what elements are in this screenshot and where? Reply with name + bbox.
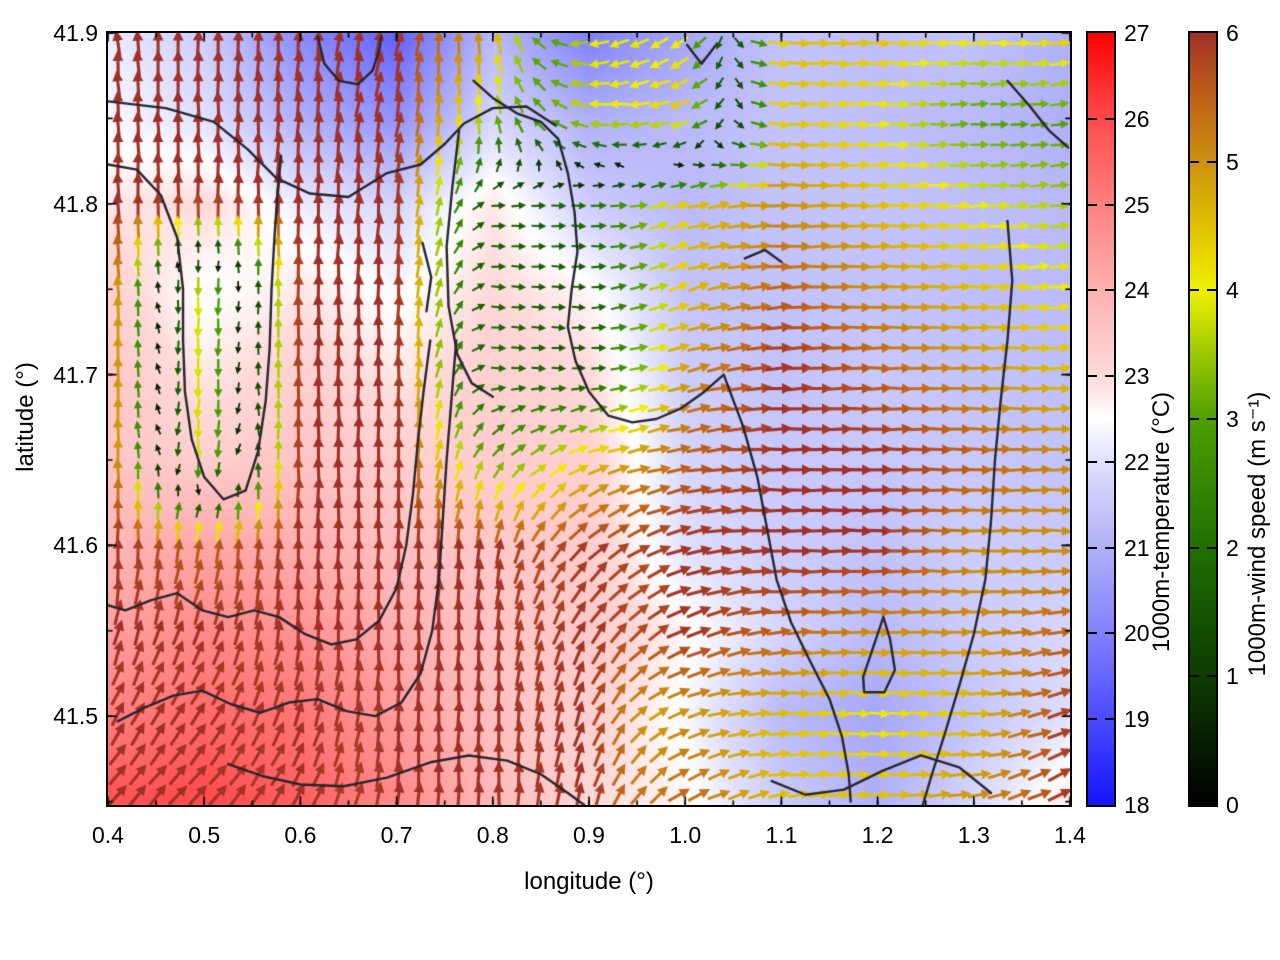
colorbar-tick-dash: [1207, 418, 1216, 420]
colorbar-tick-dash: [1105, 718, 1114, 721]
x-tick-label: 0.8: [476, 822, 509, 848]
colorbar-tick-label: 1: [1226, 663, 1239, 690]
wind-speed-colorbar: [1188, 31, 1218, 807]
colorbar-tick-label: 27: [1124, 20, 1150, 46]
colorbar-tick-dash: [1088, 718, 1097, 721]
colorbar-tick-label: 21: [1124, 534, 1150, 561]
x-tick-label: 1.0: [669, 822, 702, 848]
colorbar-tick-dash: [1105, 632, 1114, 635]
colorbar-tick-dash: [1088, 546, 1097, 549]
colorbar-tick-dash: [1088, 375, 1097, 378]
colorbar-tick-dash: [1088, 289, 1097, 292]
colorbar-tick-label: 26: [1124, 105, 1150, 132]
y-tick-label: 41.6: [53, 532, 98, 559]
x-tick-label: 0.4: [92, 822, 124, 848]
colorbar-tick-label: 20: [1124, 620, 1150, 647]
y-tick-label: 41.5: [53, 703, 98, 730]
x-tick-label: 1.2: [861, 822, 894, 848]
wind-temperature-field-canvas: [108, 33, 1070, 805]
colorbar-tick-dash: [1190, 289, 1199, 292]
colorbar-tick-label: 3: [1226, 406, 1239, 432]
colorbar-tick-label: 25: [1124, 191, 1150, 218]
wind-speed-colorbar-label: 1000m-wind speed (m s⁻¹): [1244, 391, 1271, 677]
colorbar-tick-dash: [1105, 203, 1114, 206]
colorbar-tick-dash: [1105, 289, 1114, 292]
colorbar-tick-dash: [1190, 546, 1199, 549]
x-axis-label: longitude (°): [524, 868, 654, 895]
colorbar-tick-label: 4: [1226, 277, 1239, 304]
x-tick-label: 0.5: [188, 822, 221, 848]
colorbar-tick-label: 6: [1226, 20, 1239, 46]
x-tick-label: 0.6: [284, 822, 317, 848]
colorbar-tick-label: 23: [1124, 363, 1150, 390]
temperature-colorbar: [1086, 31, 1116, 807]
colorbar-tick-dash: [1105, 375, 1114, 378]
colorbar-tick-dash: [1207, 546, 1216, 549]
plot-area: [106, 31, 1072, 807]
colorbar-tick-label: 22: [1124, 448, 1150, 475]
colorbar-tick-label: 5: [1226, 148, 1239, 175]
colorbar-tick-dash: [1088, 117, 1097, 120]
colorbar-tick-label: 0: [1226, 792, 1239, 818]
colorbar-tick-dash: [1105, 460, 1114, 463]
y-tick-label: 41.9: [53, 20, 98, 46]
colorbar-tick-dash: [1207, 160, 1216, 163]
colorbar-tick-label: 18: [1124, 792, 1150, 818]
colorbar-tick-dash: [1207, 289, 1216, 292]
x-tick-label: 1.4: [1054, 822, 1086, 848]
x-tick-label: 0.7: [380, 822, 413, 848]
colorbar-tick-label: 2: [1226, 534, 1239, 561]
colorbar-tick-dash: [1207, 675, 1216, 678]
x-tick-label: 1.1: [765, 822, 798, 848]
x-tick-label: 1.3: [957, 822, 990, 848]
colorbar-tick-dash: [1088, 632, 1097, 635]
y-tick-label: 41.8: [53, 190, 98, 217]
colorbar-tick-dash: [1105, 546, 1114, 549]
y-tick-label: 41.7: [53, 361, 98, 388]
colorbar-tick-dash: [1088, 460, 1097, 463]
y-axis-label: latitude (°): [12, 362, 39, 472]
colorbar-tick-dash: [1088, 203, 1097, 206]
colorbar-tick-label: 24: [1124, 277, 1150, 304]
colorbar-tick-dash: [1190, 418, 1199, 420]
colorbar-tick-label: 19: [1124, 706, 1150, 733]
colorbar-tick-dash: [1105, 117, 1114, 120]
x-tick-label: 0.9: [573, 822, 605, 848]
colorbar-tick-dash: [1190, 675, 1199, 678]
temperature-colorbar-label: 1000m-temperature (°C): [1148, 391, 1175, 653]
colorbar-tick-dash: [1190, 160, 1199, 163]
